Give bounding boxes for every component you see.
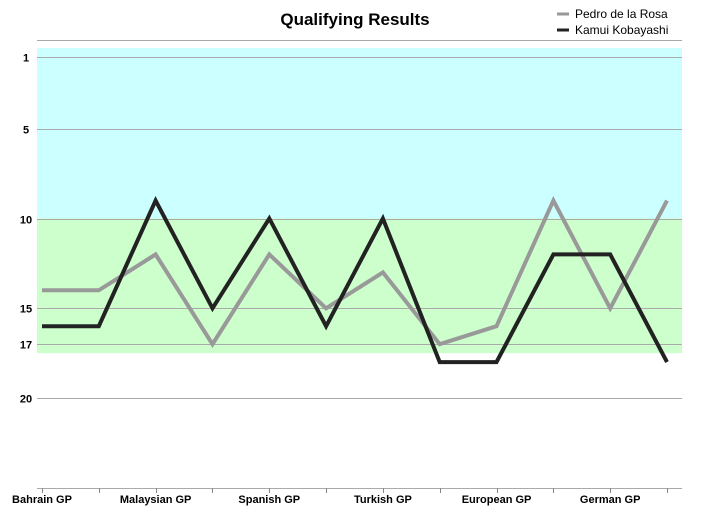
y-tick-15: 15	[20, 304, 32, 316]
x-tick-label: German GP	[580, 494, 641, 506]
y-tick-10: 10	[20, 215, 32, 227]
chart-title: Qualifying Results	[280, 10, 429, 29]
y-tick-5: 5	[23, 125, 29, 137]
legend-label-0: Pedro de la Rosa	[575, 7, 668, 21]
x-tick-label: Turkish GP	[354, 494, 412, 506]
x-tick-label: Spanish GP	[238, 494, 300, 506]
chart-series	[42, 196, 669, 365]
series-line-1	[42, 196, 669, 365]
x-tick-label: Malaysian GP	[120, 494, 192, 506]
chart-legend: Pedro de la Rosa Kamui Kobayashi	[557, 7, 668, 37]
legend-label-1: Kamui Kobayashi	[575, 23, 668, 37]
x-tick-label: European GP	[462, 494, 532, 506]
series-line-0	[42, 196, 669, 348]
x-axis-ticks: Bahrain GP Malaysian GP Spanish GP Turkish …	[12, 488, 668, 506]
chart-grid	[37, 40, 682, 489]
band-0	[37, 48, 682, 219]
y-tick-20: 20	[20, 394, 32, 406]
x-tick-label: Bahrain GP	[12, 494, 72, 506]
chart-bands	[37, 48, 682, 354]
y-tick-1: 1	[23, 53, 29, 65]
y-tick-17: 17	[20, 340, 32, 352]
